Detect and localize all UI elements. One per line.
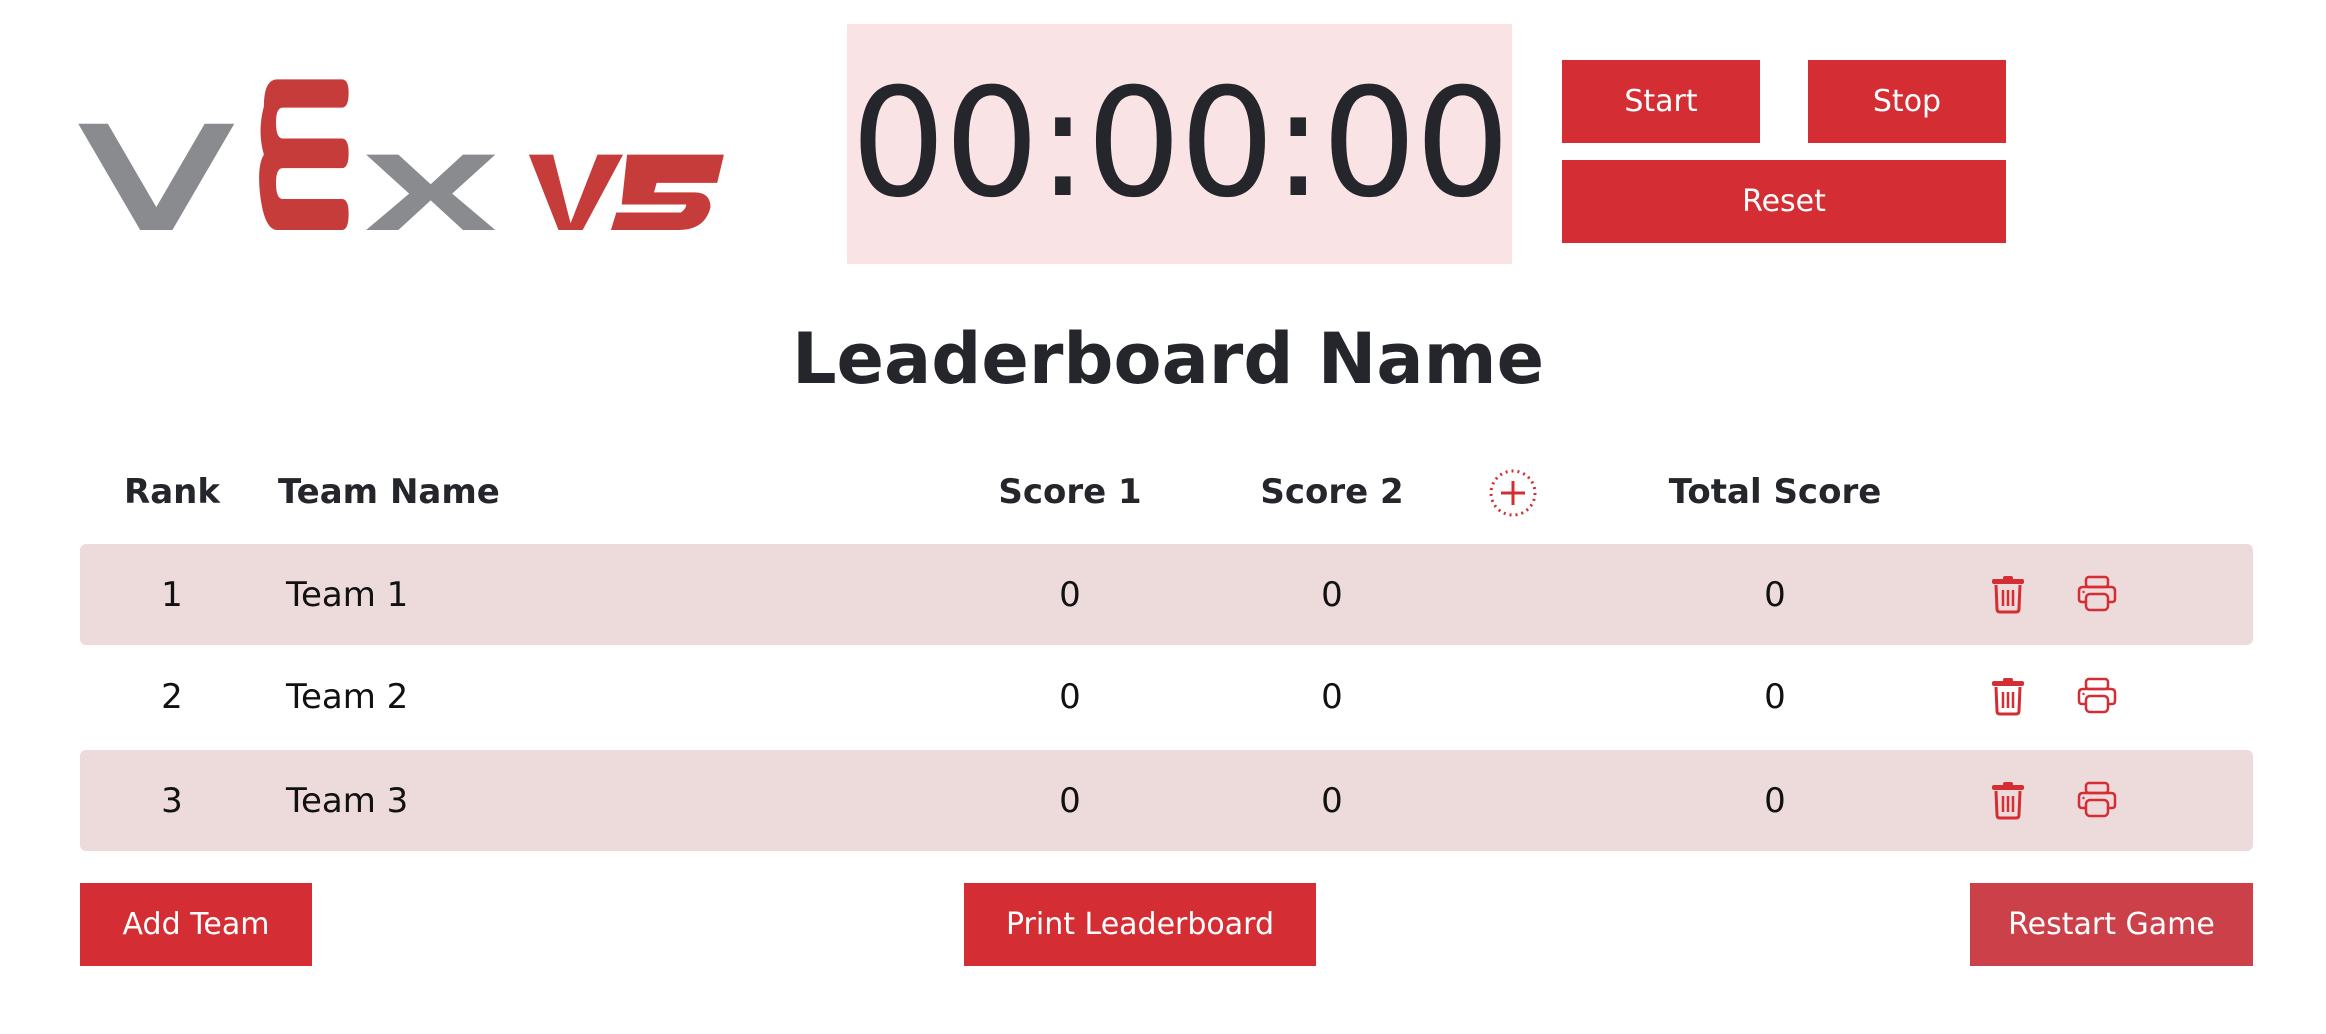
rank-cell: 2 [161,676,183,717]
leaderboard-title[interactable]: Leaderboard Name [791,318,1545,400]
score-2-cell[interactable]: 0 [1321,574,1343,615]
total-score-cell: 0 [1764,574,1786,615]
total-score-cell: 0 [1764,780,1786,821]
printer-icon[interactable] [2077,574,2117,614]
score-1-cell[interactable]: 0 [1059,574,1081,615]
trash-icon[interactable] [1988,676,2028,716]
score-2-cell[interactable]: 0 [1321,676,1343,717]
header-rank: Rank [124,472,220,512]
table-row: 1 Team 1 0 0 0 [80,544,2253,645]
header-team-name: Team Name [278,472,500,512]
restart-game-button[interactable]: Restart Game [1970,883,2253,966]
printer-icon[interactable] [2077,676,2117,716]
add-score-column-icon[interactable] [1488,468,1538,518]
timer-display: 00:00:00 [847,24,1512,264]
rank-cell: 1 [161,574,183,615]
vex-v5-logo [78,79,724,230]
add-team-button[interactable]: Add Team [80,883,312,966]
score-2-cell[interactable]: 0 [1321,780,1343,821]
printer-icon[interactable] [2077,780,2117,820]
rank-cell: 3 [161,780,183,821]
print-leaderboard-button[interactable]: Print Leaderboard [964,883,1316,966]
header-total-score: Total Score [1668,472,1882,512]
header-score-2[interactable]: Score 2 [1260,472,1404,512]
trash-icon[interactable] [1988,780,2028,820]
stop-button[interactable]: Stop [1808,60,2006,143]
team-name-cell[interactable]: Team 1 [286,574,409,615]
score-1-cell[interactable]: 0 [1059,676,1081,717]
table-row: 3 Team 3 0 0 0 [80,750,2253,851]
start-button[interactable]: Start [1562,60,1760,143]
team-name-cell[interactable]: Team 2 [286,676,409,717]
team-name-cell[interactable]: Team 3 [286,780,409,821]
trash-icon[interactable] [1988,574,2028,614]
score-1-cell[interactable]: 0 [1059,780,1081,821]
reset-button[interactable]: Reset [1562,160,2006,243]
total-score-cell: 0 [1764,676,1786,717]
table-row: 2 Team 2 0 0 0 [80,646,2253,747]
header-score-1[interactable]: Score 1 [998,472,1142,512]
